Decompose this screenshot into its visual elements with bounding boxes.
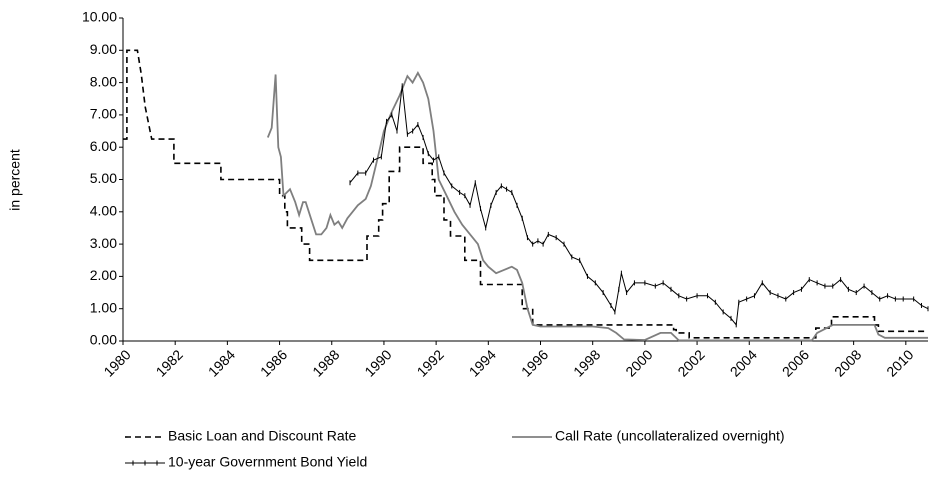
y-tick-label: 1.00 (90, 299, 117, 315)
series-line (266, 71, 928, 342)
x-tick-label: 1980 (100, 346, 133, 379)
legend-label: 10-year Government Bond Yield (168, 454, 367, 470)
y-tick-label: 3.00 (90, 235, 117, 251)
x-tick-label: 2000 (622, 346, 655, 379)
x-tick-label: 1990 (361, 346, 394, 379)
y-tick-label: 4.00 (90, 203, 117, 219)
x-tick-label: 2006 (779, 346, 812, 379)
x-tick-label: 1994 (466, 346, 499, 379)
x-tick-label: 1986 (257, 346, 290, 379)
legend-label: Call Rate (uncollateralized overnight) (555, 428, 785, 444)
y-tick-label: 9.00 (90, 41, 117, 57)
y-tick-label: 7.00 (90, 106, 117, 122)
x-tick-label: 2008 (831, 346, 864, 379)
x-tick-label: 1982 (153, 346, 186, 379)
x-tick-label: 1996 (518, 346, 551, 379)
series-line (123, 49, 928, 339)
y-tick-label: 8.00 (90, 73, 117, 89)
y-axis-label: in percent (7, 149, 23, 211)
legend-label: Basic Loan and Discount Rate (168, 428, 357, 444)
y-tick-label: 2.00 (90, 267, 117, 283)
x-tick-label: 2010 (883, 346, 916, 379)
x-tick-label: 2002 (674, 346, 707, 379)
y-tick-label: 0.00 (90, 332, 117, 348)
series-line (349, 85, 929, 327)
x-tick-label: 1988 (309, 346, 342, 379)
y-tick-label: 5.00 (90, 170, 117, 186)
y-tick-label: 6.00 (90, 138, 117, 154)
x-tick-label: 1992 (414, 346, 447, 379)
x-tick-label: 2004 (727, 346, 760, 379)
x-tick-label: 1984 (205, 346, 238, 379)
y-tick-label: 10.00 (82, 9, 117, 25)
x-tick-label: 1998 (570, 346, 603, 379)
